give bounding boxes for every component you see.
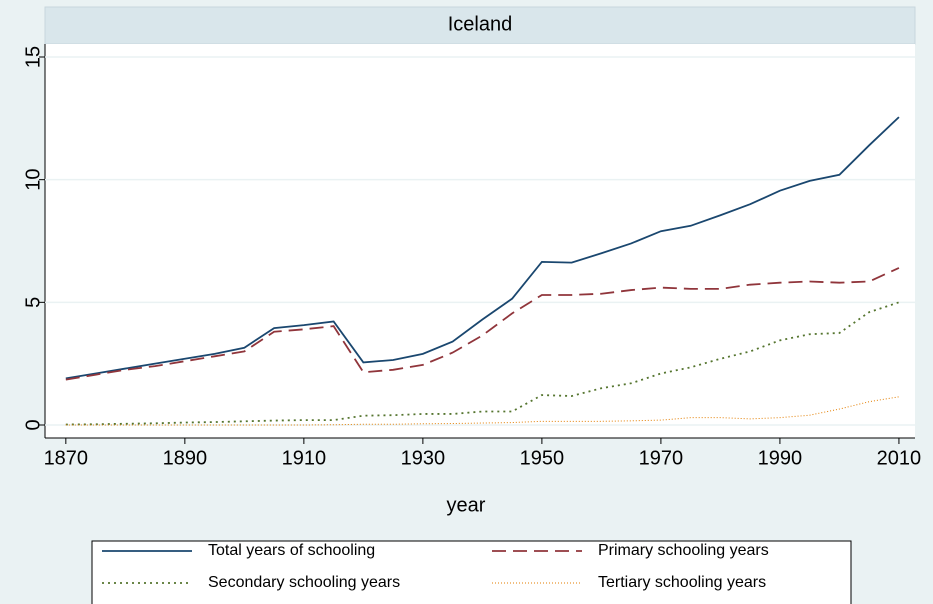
series-line: [65, 396, 900, 426]
legend-label: Primary schooling years: [598, 542, 769, 559]
series-line: [65, 301, 900, 426]
y-tick-label: 0: [22, 419, 44, 430]
x-tick-label: 1950: [520, 447, 565, 469]
x-tick-label: 1930: [401, 447, 446, 469]
legend-label: Secondary schooling years: [208, 574, 400, 591]
y-tick-label: 15: [22, 46, 44, 68]
x-tick-label: 1970: [639, 447, 684, 469]
legend-items: Total years of schooling Primary schoolin…: [102, 542, 769, 591]
legend-label: Tertiary schooling years: [598, 574, 766, 591]
x-tick-label: 1990: [758, 447, 803, 469]
x-tick-label: 2010: [877, 447, 922, 469]
x-axis-label: year: [447, 494, 486, 516]
y-tick-label: 5: [22, 297, 44, 308]
legend-label: Total years of schooling: [208, 542, 375, 559]
subtitle-band: [44, 6, 916, 45]
series-line: [65, 116, 900, 380]
x-tick-label: 1890: [163, 447, 208, 469]
y-tick-label: 10: [22, 169, 44, 191]
x-tick-label: 1910: [282, 447, 327, 469]
series-line: [65, 267, 900, 381]
x-tick-label: 1870: [44, 447, 89, 469]
legend: [91, 540, 852, 604]
plot-area: [45, 44, 915, 438]
subtitle: Iceland: [448, 13, 513, 35]
